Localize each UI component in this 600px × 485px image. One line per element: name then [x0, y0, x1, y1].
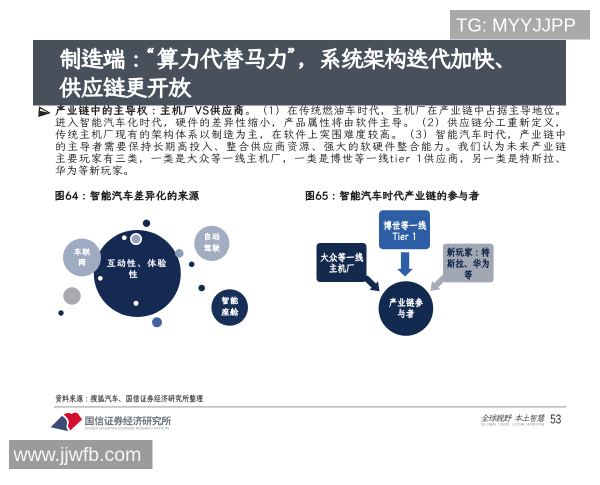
svg-text:GUOSEN SECURITIES ECONOMIC RES: GUOSEN SECURITIES ECONOMIC RESEARCH INST…: [85, 427, 170, 431]
svg-text:www.jjwfb.com: www.jjwfb.com: [13, 444, 142, 466]
svg-text:TG: MYYJJPP: TG: MYYJJPP: [456, 15, 576, 36]
svg-text:GLOBAL VIEW LOCAL WISDOM: GLOBAL VIEW LOCAL WISDOM: [481, 422, 544, 426]
svg-text:53: 53: [550, 412, 561, 427]
